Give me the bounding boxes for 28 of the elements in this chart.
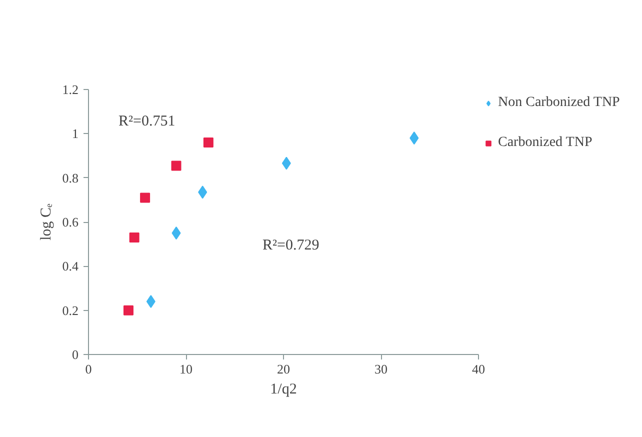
y-tick-label: 0.2 <box>62 302 78 318</box>
x-tick-label: 40 <box>472 362 485 376</box>
legend-label: Non Carbonized TNP <box>498 95 620 111</box>
x-tick-label: 30 <box>374 362 388 376</box>
point <box>140 192 150 203</box>
x-tick-label: 0 <box>85 362 92 376</box>
annotation: R²=0.729 <box>262 238 320 254</box>
y-tick-label: 0 <box>72 347 78 362</box>
point <box>410 132 419 145</box>
x-tick-label: 10 <box>180 362 192 376</box>
y-tick-label: 1 <box>72 126 78 142</box>
point <box>171 160 182 171</box>
y-tick-label: 0.6 <box>62 214 79 230</box>
x-tick-label: 20 <box>277 362 290 376</box>
point <box>282 156 291 170</box>
point <box>198 186 208 199</box>
point <box>129 232 140 242</box>
annotation: R²=0.751 <box>118 114 176 130</box>
y-axis-title: log Cₑ <box>38 203 54 240</box>
y-tick-label: 0.4 <box>62 258 79 274</box>
point <box>172 226 181 240</box>
point <box>203 138 214 148</box>
x-axis-title: 1/q2 <box>270 382 297 398</box>
point <box>146 295 156 308</box>
point <box>123 305 134 316</box>
legend-label: Carbonized TNP <box>498 135 592 151</box>
y-tick-label: 0.8 <box>62 170 78 186</box>
y-tick-label: 1.2 <box>62 82 78 97</box>
